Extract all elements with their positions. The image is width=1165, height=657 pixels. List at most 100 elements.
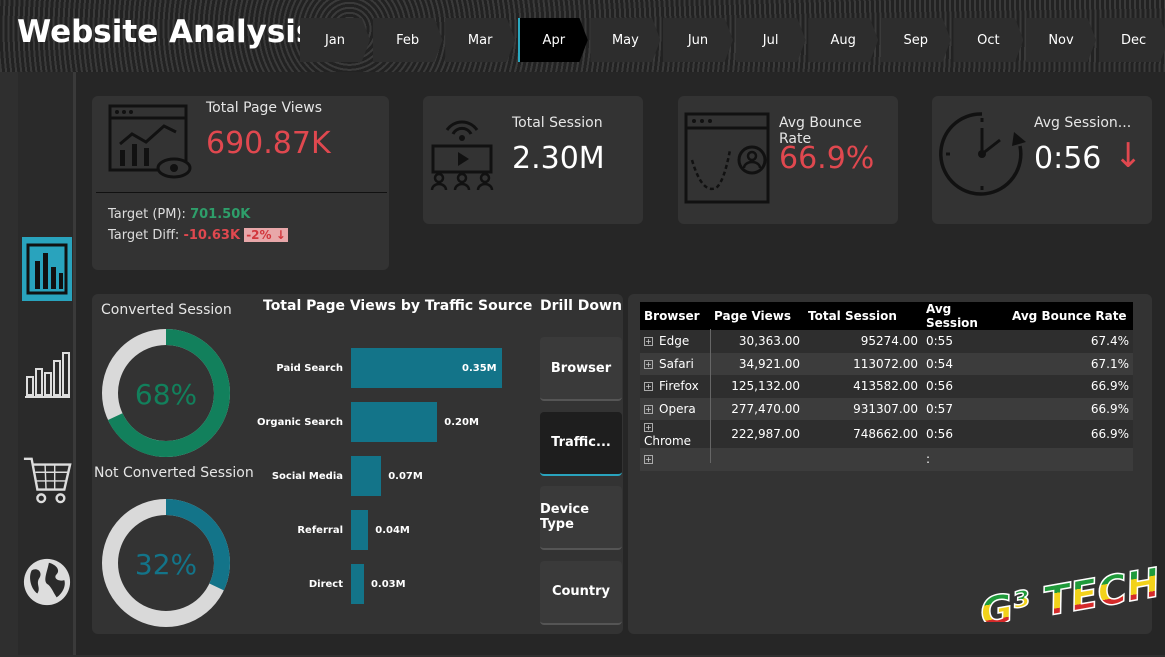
expand-icon[interactable]: + <box>644 423 653 432</box>
nav-bar-chart[interactable] <box>22 237 72 301</box>
diff-value: -10.63K <box>183 228 241 243</box>
bar-label: Paid Search <box>276 363 343 374</box>
diff-pct-badge: -2% ↓ <box>244 228 288 242</box>
table-cell <box>710 448 804 471</box>
bar[interactable] <box>351 456 382 496</box>
drill-button-device-type[interactable]: Device Type <box>540 486 622 550</box>
donut-label-not-converted: Not Converted Session <box>94 465 254 481</box>
kpi-card-bounce-rate: Avg Bounce Rate 66.9% <box>678 96 898 224</box>
browser-cell: +Chrome <box>640 420 710 448</box>
webinar-icon <box>430 120 494 191</box>
divider <box>96 192 387 193</box>
month-aug[interactable]: Aug <box>808 18 879 62</box>
table-row[interactable]: +: <box>640 448 1133 471</box>
kpi-value: 0:56 <box>1034 141 1102 176</box>
month-jan[interactable]: Jan <box>300 18 370 62</box>
bar[interactable] <box>351 564 364 604</box>
chart-title: Total Page Views by Traffic Source <box>263 298 533 314</box>
kpi-label: Avg Bounce Rate <box>779 115 862 147</box>
column-divider <box>710 329 711 463</box>
arrow-down-icon: ↓ <box>275 228 286 242</box>
kpi-card-page-views: Total Page Views 690.87K Target (PM): 70… <box>92 96 389 270</box>
kpi-value: 2.30M <box>512 141 605 176</box>
nav-shopping-cart[interactable] <box>22 447 72 511</box>
table-cell: 66.9% <box>1008 375 1133 398</box>
expand-icon[interactable]: + <box>644 359 653 369</box>
bar-value-label: 0.04M <box>375 525 410 536</box>
bar-value-label: 0.03M <box>370 579 406 590</box>
table-row[interactable]: + Opera 277,470.00 931307.00 0:57 66.9% <box>640 397 1133 420</box>
column-chart-icon <box>25 352 70 398</box>
browser-table: Browser Page Views Total Session Avg Sessio… <box>640 302 1133 471</box>
table-cell <box>804 448 922 471</box>
table-row[interactable]: +Chrome 222,987.00 748662.00 0:56 66.9% <box>640 420 1133 448</box>
month-oct[interactable]: Oct <box>953 18 1024 62</box>
column-header[interactable]: Avg Session <box>922 302 1008 330</box>
month-jul[interactable]: Jul <box>735 18 806 62</box>
expand-icon[interactable]: + <box>644 337 653 347</box>
table-row[interactable]: + Safari 34,921.00 113072.00 0:54 67.1% <box>640 352 1133 375</box>
expand-icon[interactable]: + <box>644 455 653 465</box>
bar-chart-icon <box>26 243 68 295</box>
bar-value-label: 0.20M <box>444 417 479 428</box>
kpi-card-sessions: Total Session 2.30M <box>423 96 643 224</box>
table-row[interactable]: + Edge 30,363.00 95274.00 0:55 67.4% <box>640 330 1133 353</box>
month-may[interactable]: May <box>590 18 661 62</box>
bar[interactable] <box>351 510 369 550</box>
table-cell: 67.1% <box>1008 352 1133 375</box>
bar-label: Social Media <box>271 471 343 482</box>
month-dec[interactable]: Dec <box>1098 18 1165 62</box>
not-converted-donut: 32% <box>102 499 230 627</box>
table-cell: 0:54 <box>922 352 1008 375</box>
web-analytics-icon <box>108 104 192 179</box>
nav-column-chart[interactable] <box>22 342 72 406</box>
expand-icon[interactable]: + <box>644 404 653 414</box>
donut-value-converted: 68% <box>135 378 197 411</box>
browser-cell: + Safari <box>640 352 710 375</box>
drill-button-browser[interactable]: Browser <box>540 337 622 401</box>
kpi-label: Avg Session... <box>1034 115 1132 131</box>
target-diff-row: Target Diff: -10.63K -2% ↓ <box>108 228 288 243</box>
converted-donut: 68% <box>102 329 230 457</box>
table-cell: 748662.00 <box>804 420 922 448</box>
bar-label: Organic Search <box>256 417 343 428</box>
column-header[interactable]: Avg Bounce Rate <box>1008 302 1133 330</box>
column-header[interactable]: Total Session <box>804 302 922 330</box>
table-cell: 222,987.00 <box>710 420 804 448</box>
column-header[interactable]: Browser <box>640 302 710 330</box>
table-cell: 125,132.00 <box>710 375 804 398</box>
kpi-card-avg-session: Avg Session... 0:56 ↓ <box>932 96 1152 224</box>
bar[interactable] <box>351 402 438 442</box>
table-cell <box>1008 448 1133 471</box>
table-cell: 0:55 <box>922 330 1008 353</box>
drill-title: Drill Down <box>540 298 622 314</box>
browser-cell: + Firefox <box>640 375 710 398</box>
kpi-label: Total Session <box>512 115 603 131</box>
month-mar[interactable]: Mar <box>445 18 516 62</box>
month-feb[interactable]: Feb <box>372 18 443 62</box>
page-title: Website Analysis <box>17 14 315 50</box>
kpi-value: 66.9% <box>779 141 875 176</box>
bar[interactable] <box>351 348 502 388</box>
kpi-label: Total Page Views <box>206 100 323 116</box>
bar-value-label: 0.35M <box>462 363 497 374</box>
nav-globe[interactable] <box>22 550 72 614</box>
table-cell: 277,470.00 <box>710 397 804 420</box>
table-row[interactable]: + Firefox 125,132.00 413582.00 0:56 66.9% <box>640 375 1133 398</box>
bar-label: Direct <box>308 579 343 590</box>
drill-button-traffic[interactable]: Traffic... <box>540 411 622 476</box>
drill-button-country[interactable]: Country <box>540 560 622 625</box>
month-sep[interactable]: Sep <box>880 18 951 62</box>
browser-cell: + Opera <box>640 397 710 420</box>
month-jun[interactable]: Jun <box>663 18 733 62</box>
sidebar <box>18 72 76 655</box>
month-slicer: Jan Feb Mar Apr May Jun Jul Aug Sep Oct Nov Dec <box>300 18 1165 62</box>
month-apr[interactable]: Apr <box>517 18 588 62</box>
table-cell: 95274.00 <box>804 330 922 353</box>
table-cell: : <box>922 448 1008 471</box>
column-header[interactable]: Page Views <box>710 302 804 330</box>
expand-icon[interactable]: + <box>644 382 653 392</box>
month-nov[interactable]: Nov <box>1026 18 1096 62</box>
g3-tech-logo: G³ TECH <box>976 560 1160 622</box>
browser-cell: + <box>640 448 710 471</box>
